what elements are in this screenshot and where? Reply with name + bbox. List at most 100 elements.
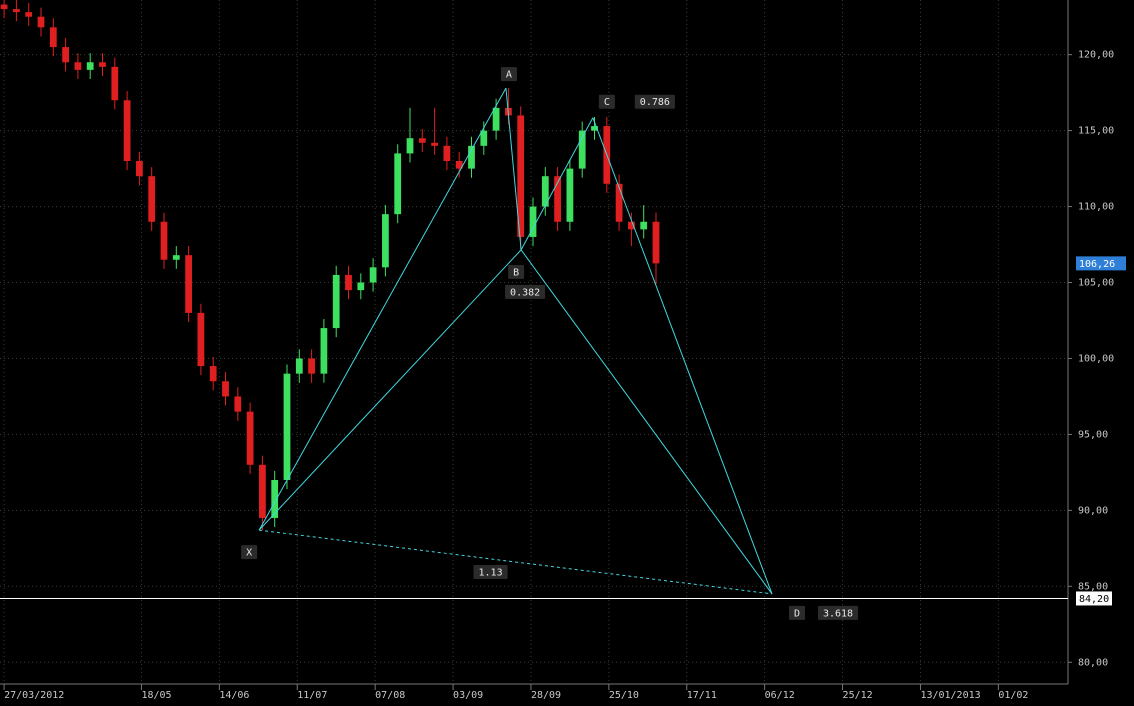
candle-body [480, 130, 488, 146]
pattern-line [258, 87, 507, 531]
point-label-text: A [506, 70, 512, 81]
candle-body [554, 176, 561, 222]
point-label: X [241, 545, 258, 560]
ratio-label-text: 0.786 [640, 97, 670, 108]
candle-body [492, 107, 500, 131]
candle-body [123, 100, 131, 162]
pattern-line [520, 249, 773, 595]
x-tick-label: 01/02 [998, 690, 1028, 701]
candle-body [295, 358, 303, 374]
candle-body [369, 267, 377, 283]
ratio-label-text: 3.618 [823, 608, 853, 619]
candle-body [640, 221, 648, 230]
candle-body [49, 27, 57, 48]
y-tick-label: 110,00 [1078, 202, 1114, 213]
candle-body [234, 396, 242, 412]
ratio-label-box [505, 284, 546, 299]
candle-body [382, 214, 389, 268]
ratio-label-text: 1.13 [479, 568, 503, 579]
ratio-label-box [817, 605, 859, 620]
y-tick-label: 115,00 [1078, 126, 1114, 137]
candle-body [172, 255, 180, 260]
candle-body [160, 221, 168, 260]
candle-body [578, 130, 586, 169]
candle-body [222, 381, 229, 397]
candle-body [259, 464, 266, 518]
x-tick-label: 17/11 [687, 690, 717, 701]
y-tick-label: 85,00 [1078, 581, 1108, 592]
candle-body [345, 274, 352, 291]
candle-body [209, 366, 217, 382]
candle-body [431, 142, 438, 146]
candle-body [406, 138, 414, 154]
ratio-label-box [473, 565, 508, 580]
point-label-box [789, 605, 806, 620]
point-label-box [598, 94, 615, 109]
pattern-line [520, 117, 594, 251]
y-tick-label: 120,00 [1078, 50, 1114, 61]
pattern-line [592, 117, 773, 595]
candle-body [136, 161, 143, 177]
point-label-text: D [794, 608, 800, 619]
point-label-box [241, 545, 258, 560]
y-tick-label: 95,00 [1078, 429, 1108, 440]
x-tick-label: 18/05 [141, 690, 171, 701]
x-tick-label: 13/01/2013 [920, 690, 980, 701]
ratio-label: 0.786 [634, 94, 675, 109]
y-tick-label: 100,00 [1078, 353, 1114, 364]
level-box [1076, 591, 1112, 606]
ratio-label: 3.618 [817, 605, 859, 620]
x-tick-label: 11/07 [297, 690, 327, 701]
candle-body [529, 206, 537, 237]
candle-body [541, 176, 549, 207]
candle-body [148, 176, 156, 222]
ratio-label-text: 0.382 [510, 287, 540, 298]
x-tick-label: 25/12 [843, 690, 873, 701]
candle-body [443, 145, 451, 162]
y-tick-label: 90,00 [1078, 505, 1108, 516]
candle-body [37, 16, 45, 28]
candle-body [185, 255, 192, 313]
candle-body [615, 183, 623, 222]
candle-body [197, 312, 205, 367]
candle-body [455, 161, 463, 169]
point-label: B [508, 264, 525, 279]
candle-body [308, 358, 315, 374]
pattern-line [258, 249, 522, 531]
candle-body [652, 221, 660, 264]
pattern-line [505, 88, 522, 250]
last-price-box [1076, 256, 1126, 271]
x-tick-label: 06/12 [765, 690, 795, 701]
candle-body [13, 9, 20, 13]
candle-body [74, 62, 82, 70]
candle-body [99, 62, 106, 67]
candle-body [628, 221, 635, 230]
candle-body [357, 282, 365, 291]
candle-body [86, 62, 94, 70]
x-tick-label: 14/06 [219, 690, 249, 701]
x-tick-label: 03/09 [453, 690, 483, 701]
ratio-label: 0.382 [505, 284, 546, 299]
y-tick-label: 105,00 [1078, 278, 1114, 289]
candle-body [418, 138, 426, 143]
candle-body [283, 373, 291, 480]
x-tick-label: 28/09 [531, 690, 561, 701]
candle-body [468, 145, 475, 169]
candle-body [566, 168, 574, 222]
point-label-box [508, 264, 525, 279]
point-label-box [500, 67, 517, 82]
point-label: A [500, 67, 517, 82]
candle-body [271, 479, 279, 518]
x-tick-label: 27/03/2012 [4, 690, 64, 701]
level-label: 84,20 [1079, 594, 1109, 605]
candle-body [517, 115, 525, 237]
candle-body [111, 66, 119, 101]
candle-body [332, 274, 340, 329]
point-label-text: B [513, 267, 519, 278]
last-price-label: 106,26 [1079, 259, 1115, 270]
point-label: D [789, 605, 806, 620]
candle-body [62, 47, 69, 63]
candle-body [246, 411, 254, 465]
candle-body [0, 4, 8, 10]
